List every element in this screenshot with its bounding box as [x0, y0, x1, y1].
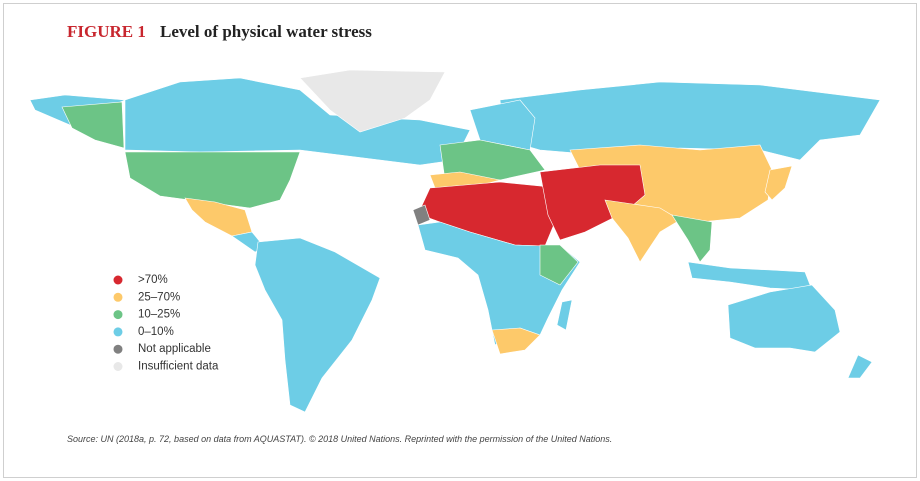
new-zealand [847, 354, 873, 379]
legend-label: >70% [138, 274, 168, 286]
legend-swatch [113, 310, 123, 320]
greenland [299, 69, 446, 133]
usa [124, 151, 301, 209]
europe-north [469, 99, 536, 151]
legend-swatch [113, 327, 123, 337]
legend-label: Insufficient data [138, 361, 219, 373]
sub-saharan-africa [417, 221, 581, 346]
legend-label: 0–10% [138, 326, 174, 338]
legend-label: 10–25% [138, 309, 180, 321]
horn-of-africa [539, 244, 579, 286]
figure-title: Level of physical water stress [160, 22, 372, 41]
southern-africa [491, 327, 541, 355]
legend-label: 25–70% [138, 291, 180, 303]
madagascar [556, 299, 573, 331]
legend-swatch [113, 362, 123, 371]
figure-label: FIGURE 1 [67, 22, 146, 41]
india [604, 199, 681, 263]
south-america [254, 237, 381, 413]
legend-label: Not applicable [138, 343, 211, 355]
source: Source: UN (2018a, p. 72, based on data … [67, 434, 612, 444]
southeast-asia [671, 214, 713, 263]
alaska [61, 101, 125, 149]
western-sahara [412, 204, 431, 226]
japan [764, 165, 793, 201]
legend-swatch [113, 275, 123, 285]
russia [499, 81, 881, 161]
australia [727, 284, 841, 353]
world-map [29, 69, 881, 413]
legend-swatch [113, 344, 123, 354]
legend-swatch [113, 292, 123, 302]
legend: >70% 25–70% 10–25% 0–10% Not applicable Insuf… [113, 274, 219, 373]
